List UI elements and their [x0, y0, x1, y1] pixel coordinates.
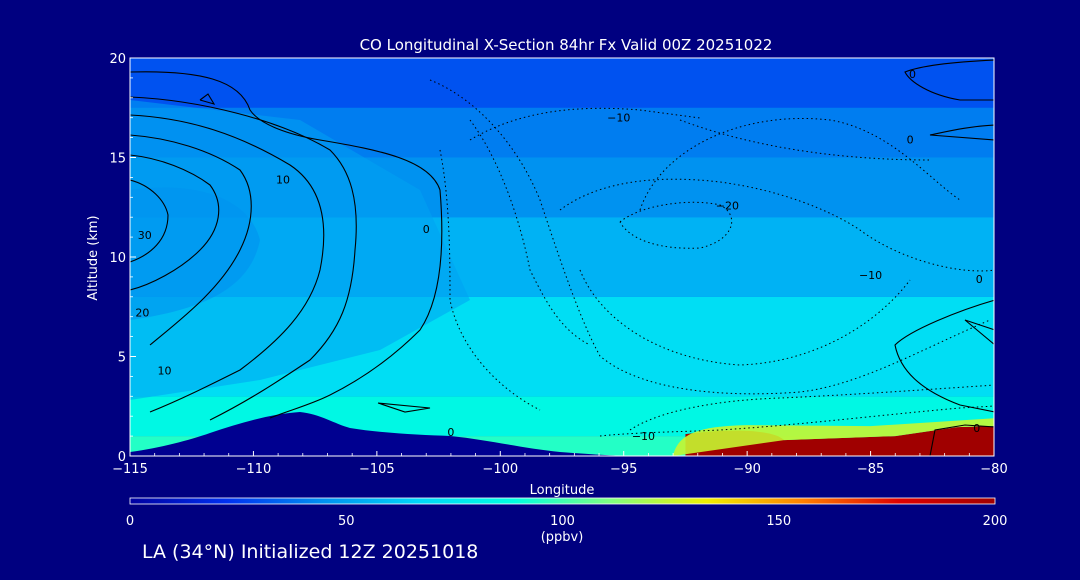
contour-solid-9: [929, 124, 994, 141]
x-tick-label-3: −100: [482, 462, 518, 477]
contour-solid-1: [130, 96, 357, 421]
co-low-region-west: [130, 100, 470, 400]
colorbar-tick-label-3: 150: [766, 514, 791, 529]
x-tick-label-7: −80: [980, 462, 1007, 477]
contour-dotted-9: [599, 405, 994, 437]
y-tick-label-1: 5: [118, 351, 126, 366]
contour-label-1: 0: [423, 223, 430, 236]
contour-solid-4: [130, 154, 220, 291]
colorbar-tick-label-1: 50: [338, 514, 355, 529]
x-tick-label-2: −105: [359, 462, 395, 477]
contour-dotted-7: [679, 119, 931, 161]
x-tick-label-1: −110: [236, 462, 272, 477]
contour-solid-7: [199, 93, 216, 105]
contour-solid-10: [894, 299, 994, 413]
y-tick-label-4: 20: [109, 52, 126, 67]
y-tick-label-2: 10: [109, 251, 126, 266]
contour-solid-5: [130, 179, 169, 263]
contour-solid-3: [130, 134, 252, 346]
run-caption: LA (34°N) Initialized 12Z 20251018: [142, 541, 479, 563]
x-tick-label-0: −115: [112, 462, 148, 477]
x-axis: −115 −110 −105 −100 −95 −90 −85 −80: [112, 451, 1008, 477]
contour-label-13: 0: [973, 422, 980, 435]
contour-dotted-0: [429, 79, 991, 395]
contour-dotted-6: [639, 118, 961, 211]
y-tick-label-3: 15: [109, 152, 126, 167]
colorbar: 0 50 100 150 200: [126, 497, 1008, 529]
x-tick-label-6: −85: [857, 462, 884, 477]
contour-dotted-8: [469, 107, 701, 141]
terrain-profile: [130, 412, 640, 456]
colorbar-tick-label-4: 200: [983, 514, 1008, 529]
contour-label-6: −10: [607, 112, 630, 125]
contour-label-0: 10: [276, 173, 290, 186]
co-band-0: [130, 58, 994, 108]
contour-solid-2: [130, 114, 325, 413]
x-axis-label: Longitude: [530, 483, 595, 498]
contour-solid-8: [904, 59, 994, 101]
contour-dotted-3: [559, 178, 994, 272]
contour-label-12: −10: [632, 430, 655, 443]
x-tick-label-5: −90: [733, 462, 760, 477]
colorbar-unit-label: (ppbv): [541, 530, 584, 545]
co-low-core-west: [130, 187, 260, 320]
y-axis-label: Altitude (km): [86, 215, 101, 300]
contour-label-10: 0: [907, 134, 914, 147]
contour-label-2: 30: [138, 229, 152, 242]
contour-solid-11: [964, 319, 994, 345]
colorbar-tick-label-2: 100: [550, 514, 575, 529]
chart-title: CO Longitudinal X-Section 84hr Fx Valid …: [360, 36, 773, 54]
contour-label-11: 0: [909, 68, 916, 81]
y-tick-label-0: 0: [118, 450, 126, 465]
y-axis: 0 5 10 15 20: [109, 52, 136, 465]
colorbar-gradient: [129, 497, 996, 505]
contour-solid-12: [929, 424, 994, 456]
contour-label-5: 0: [447, 426, 454, 439]
contour-dotted-1: [469, 119, 591, 346]
contour-solid-6: [377, 402, 431, 413]
x-tick-label-4: −95: [610, 462, 637, 477]
contour-label-9: 0: [976, 273, 983, 286]
contour-label-4: 10: [158, 364, 172, 377]
contour-solid-0: [130, 71, 443, 419]
contour-label-7: −20: [716, 199, 739, 212]
contour-label-8: −10: [859, 269, 882, 282]
plot-area: 10 0 30 20 10 0 −10 −20 −10 0 0 0 −10 0: [130, 58, 994, 456]
contour-label-3: 20: [135, 307, 149, 320]
contour-dotted-10: [629, 384, 994, 431]
colorbar-tick-label-0: 0: [126, 514, 134, 529]
